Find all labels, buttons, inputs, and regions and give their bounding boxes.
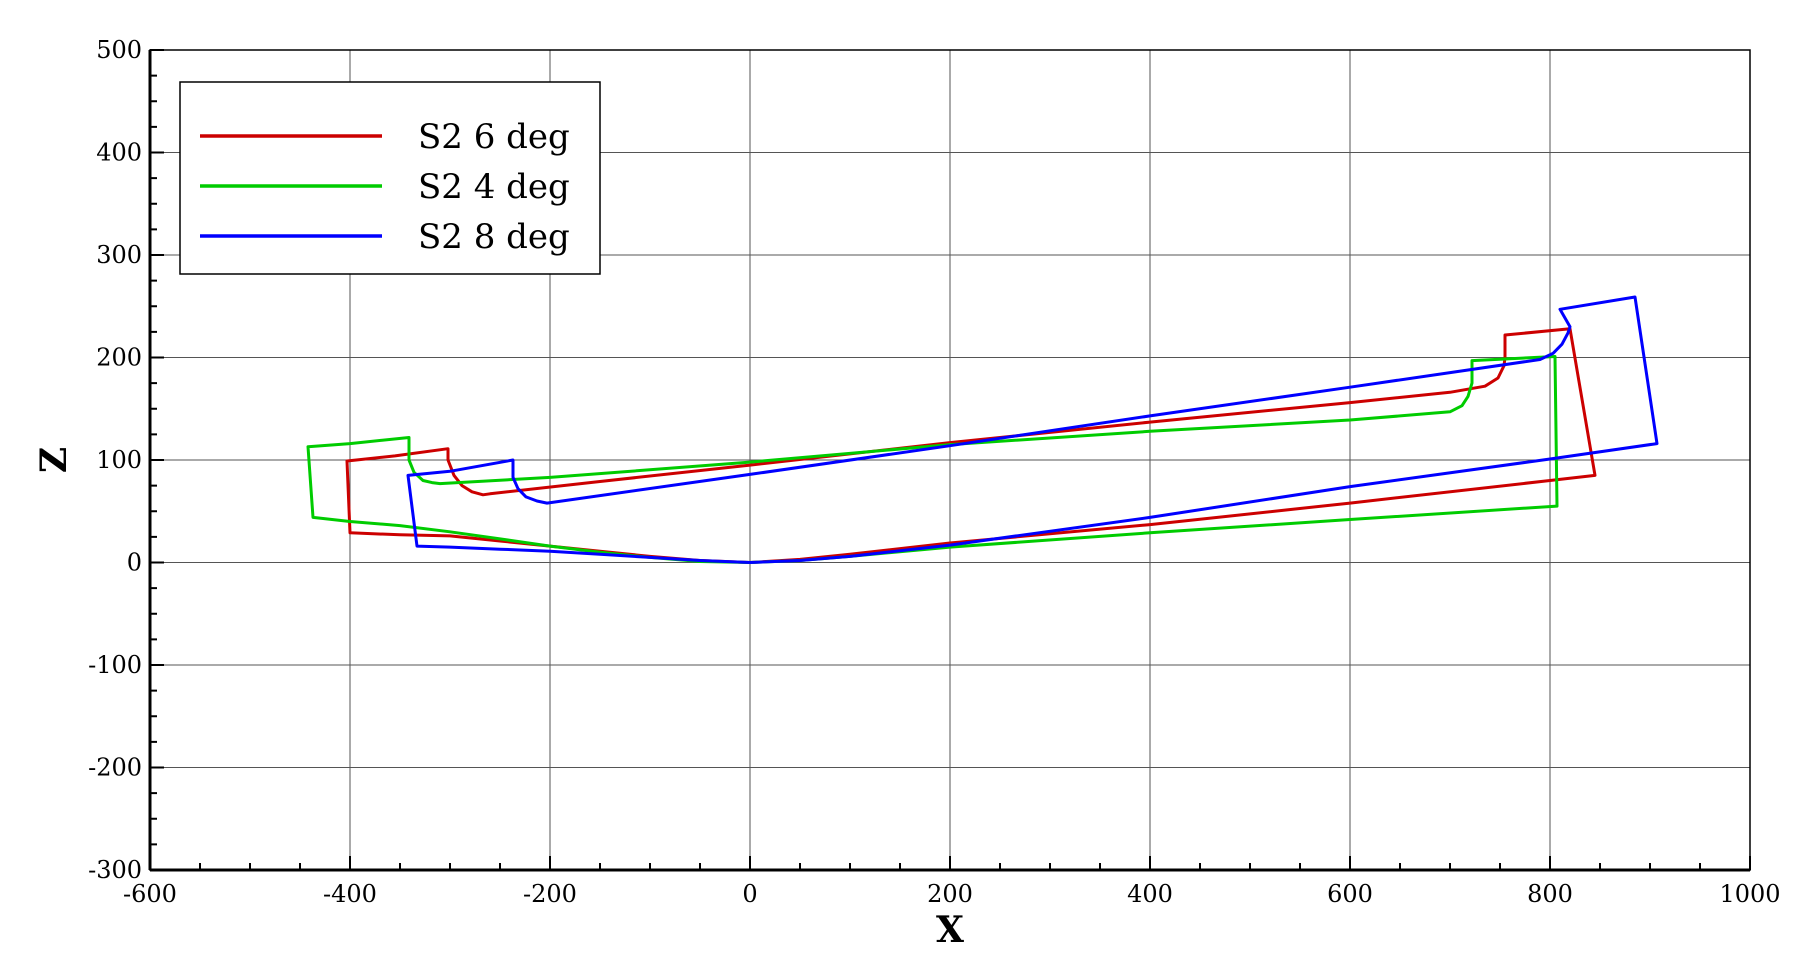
y-tick-label: -300 — [88, 856, 142, 884]
x-tick-label: -400 — [323, 880, 377, 908]
x-tick-label: -200 — [523, 880, 577, 908]
legend-label: S2 4 deg — [418, 167, 570, 207]
series-line-3 — [406, 295, 1659, 564]
x-tick-label: -600 — [123, 880, 177, 908]
x-tick-label: 400 — [1127, 880, 1173, 908]
legend-label: S2 6 deg — [418, 117, 570, 157]
x-tick-label: 1000 — [1719, 880, 1780, 908]
series-layer — [306, 295, 1659, 564]
y-tick-label: 200 — [96, 344, 142, 372]
y-tick-label: 400 — [96, 139, 142, 167]
tick-marks — [149, 49, 1751, 871]
x-tick-label: 200 — [927, 880, 973, 908]
y-tick-label: -100 — [88, 651, 142, 679]
y-tick-label: 500 — [96, 36, 142, 64]
legend: S2 6 deg S2 4 deg S2 8 deg — [179, 81, 601, 275]
series-line-2 — [306, 355, 1559, 564]
x-axis-title: X — [936, 909, 964, 951]
y-tick-label: 0 — [127, 549, 142, 577]
legend-label: S2 8 deg — [418, 217, 570, 257]
x-tick-label: 0 — [742, 880, 757, 908]
x-tick-label: 600 — [1327, 880, 1373, 908]
y-axis-title: Z — [33, 447, 75, 473]
y-tick-label: 100 — [96, 446, 142, 474]
tick-labels: -600 -400 -200 0 200 400 600 800 1000-300-200-10… — [88, 36, 1780, 908]
x-tick-label: 800 — [1527, 880, 1573, 908]
y-tick-label: 300 — [96, 241, 142, 269]
legend-box — [179, 81, 601, 275]
y-tick-label: -200 — [88, 754, 142, 782]
